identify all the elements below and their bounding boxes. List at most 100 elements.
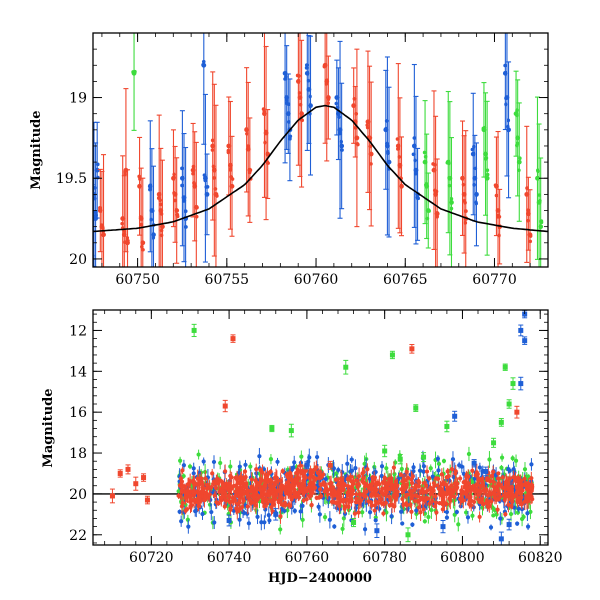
top-panel-data-point <box>447 176 451 180</box>
bottom-panel-data-point <box>455 485 460 490</box>
bottom-panel-data-point <box>386 486 391 492</box>
bottom-panel-data-point <box>478 484 484 489</box>
bottom-panel-data-point <box>498 419 504 425</box>
bottom-panel-data-point <box>299 471 305 476</box>
bottom-panel-data-point <box>451 487 456 492</box>
bottom-panel-data-point <box>125 466 131 472</box>
bottom-panel-data-point <box>483 468 489 474</box>
bottom-panel-data-point <box>431 481 437 486</box>
top-panel-data-point <box>299 111 304 117</box>
bottom-panel-data-point <box>291 465 296 470</box>
bottom-panel-data-point <box>335 495 340 500</box>
bottom-panel-data-point <box>331 493 337 498</box>
bottom-panel-data-point <box>417 468 423 473</box>
bottom-panel-data-point <box>458 476 463 481</box>
bottom-panel-data-point <box>493 487 498 492</box>
top-panel-data-point <box>205 185 210 189</box>
bottom-panel-data-point <box>488 525 494 530</box>
bottom-panel-data-point <box>516 496 521 501</box>
bottom-panel-data-point <box>522 467 528 472</box>
bottom-panel-data-point <box>519 495 524 500</box>
bottom-panel-y-tick-label: 16 <box>69 405 87 421</box>
bottom-panel-data-point <box>309 502 314 508</box>
bottom-panel-data-point <box>117 470 123 476</box>
bottom-panel-data-point <box>379 464 385 469</box>
top-panel-data-point <box>528 234 533 238</box>
top-panel-data-point <box>182 199 186 203</box>
top-panel-data-point <box>175 214 180 219</box>
bottom-panel-data-point <box>289 497 294 502</box>
bottom-panel-data-point <box>301 491 306 496</box>
bottom-panel-data-point <box>195 476 200 481</box>
bottom-panel-data-point <box>458 496 463 502</box>
bottom-panel-data-point <box>338 476 344 481</box>
bottom-panel-data-point <box>519 502 524 507</box>
bottom-panel-data-point <box>243 484 248 489</box>
bottom-panel-data-point <box>494 497 499 502</box>
bottom-panel-data-point <box>352 511 358 516</box>
top-panel-data-point <box>497 214 502 219</box>
top-panel-data-point <box>101 226 105 230</box>
bottom-panel-data-point <box>403 493 408 499</box>
bottom-panel-data-point <box>304 462 310 468</box>
bottom-panel-data-point <box>133 481 139 487</box>
bottom-panel-data-point <box>409 480 415 486</box>
bottom-panel-data-point <box>278 527 283 532</box>
bottom-panel-data-point <box>266 513 271 518</box>
bottom-panel-data-point <box>502 364 508 370</box>
bottom-panel-data-point <box>346 492 351 498</box>
bottom-panel-data-point <box>469 498 474 503</box>
bottom-panel-data-point <box>179 519 184 524</box>
bottom-panel-x-tick-label: 60720 <box>129 550 174 566</box>
top-panel-data-point <box>334 101 339 106</box>
top-panel-data-point <box>368 144 373 149</box>
bottom-panel-data-point <box>522 476 527 481</box>
bottom-panel-data-point <box>503 491 508 496</box>
bottom-panel-data-point <box>398 472 403 477</box>
top-panel-data-point <box>262 109 267 114</box>
bottom-panel-data-point <box>345 461 350 466</box>
top-panel-data-point <box>395 137 400 141</box>
bottom-panel-data-point <box>389 502 395 507</box>
bottom-panel-data-point <box>381 511 386 516</box>
bottom-panel-data-point <box>374 528 380 534</box>
bottom-panel-data-point <box>183 495 188 501</box>
bottom-panel-data-point <box>317 512 322 517</box>
bottom-panel-data-point <box>205 482 210 487</box>
top-panel-data-point <box>159 233 164 238</box>
bottom-panel-data-point <box>487 457 492 462</box>
bottom-panel-data-point <box>484 498 489 503</box>
bottom-panel-data-point <box>360 510 365 515</box>
bottom-panel-data-point <box>184 491 190 496</box>
bottom-panel-data-point <box>179 484 185 489</box>
top-panel-data-point <box>474 201 479 206</box>
top-panel-data-point <box>160 224 165 230</box>
bottom-panel-data-point <box>334 471 339 476</box>
bottom-panel-data-point <box>222 504 227 509</box>
bottom-panel-data-point <box>303 475 308 480</box>
bottom-panel-data-point <box>224 498 229 503</box>
top-panel-data-point <box>131 70 135 74</box>
bottom-panel-data-point <box>273 496 278 502</box>
bottom-panel-data-point <box>278 514 283 519</box>
bottom-panel-data-point <box>422 519 427 524</box>
top-panel-data-point <box>518 156 522 161</box>
bottom-panel-data-point <box>511 467 516 472</box>
bottom-panel-data-point <box>292 460 297 465</box>
bottom-panel-data-point <box>268 457 274 462</box>
top-panel-y-tick-label: 19 <box>69 91 87 107</box>
bottom-panel-data-point <box>294 478 299 483</box>
bottom-panel-data-point <box>361 480 366 485</box>
top-panel-data-point <box>504 102 508 107</box>
top-panel-data-point <box>210 148 215 152</box>
bottom-panel-data-point <box>313 476 319 482</box>
bottom-panel-data-point <box>500 475 505 480</box>
top-panel-data-point <box>461 182 466 187</box>
bottom-panel-data-point <box>342 511 348 516</box>
top-panel-data-point <box>424 183 428 187</box>
bottom-panel-data-point <box>506 502 511 507</box>
bottom-panel-data-point <box>237 493 242 499</box>
bottom-panel-data-point <box>496 471 501 476</box>
bottom-panel-data-point <box>203 476 208 481</box>
top-panel-data-point <box>98 206 102 210</box>
